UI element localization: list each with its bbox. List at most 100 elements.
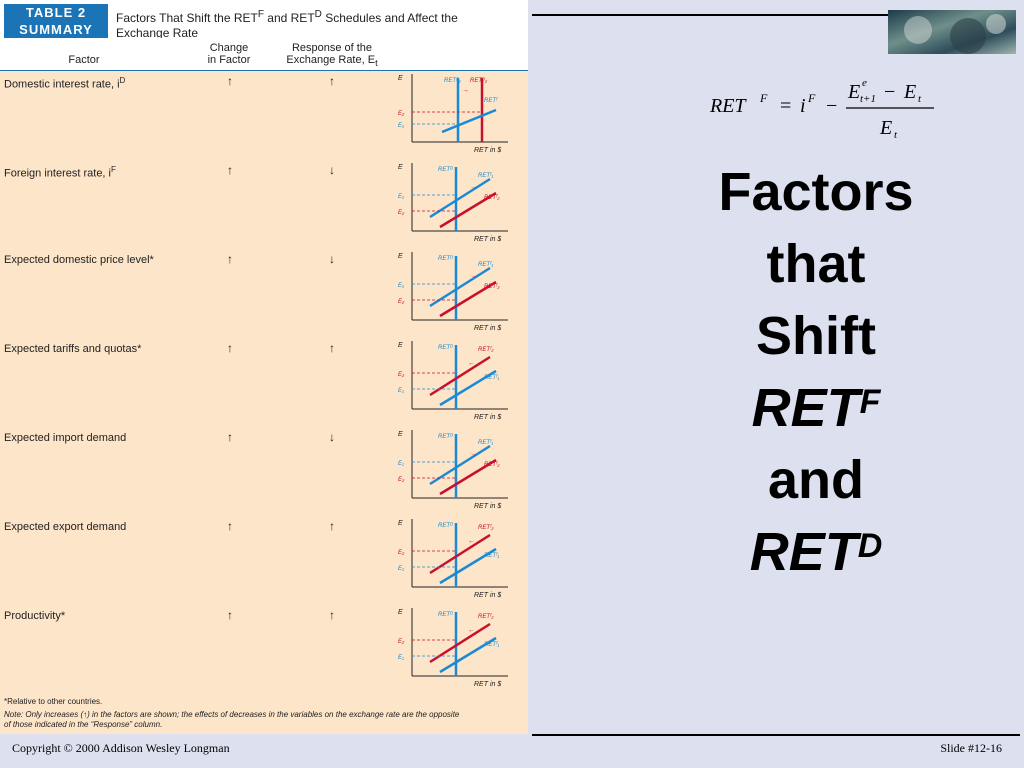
ret-d-label: RETᴰ xyxy=(438,611,453,618)
title-line-5: and xyxy=(767,450,864,510)
ret-f1-label: RETᶠ₁ xyxy=(484,641,499,648)
ret-d1-label: RETᴰ₁ xyxy=(444,77,461,84)
change-arrow: ↑ xyxy=(227,74,233,88)
col-change-l2: in Factor xyxy=(207,54,251,66)
title-line-4: RETF xyxy=(700,372,932,444)
response-arrow: ↑ xyxy=(329,341,335,355)
ret-f-label: RETᶠ xyxy=(484,97,498,104)
e1-label: E₁ xyxy=(398,461,404,467)
copyright-text: Copyright © 2000 Addison Wesley Longman xyxy=(12,741,230,755)
x-axis-label: RET in $ xyxy=(474,681,501,688)
col-response-l1: Response of the xyxy=(291,42,373,54)
formula-lhs-sup: F xyxy=(759,91,768,105)
badge-line-2: SUMMARY xyxy=(19,22,93,37)
ret-f-formula: RET F = i F − E e t+1 − E t E t xyxy=(709,77,934,141)
ret-f1-label: RETᶠ₁ xyxy=(478,172,493,179)
factor-text: Domestic interest rate, i xyxy=(4,78,120,91)
title-line-2: that xyxy=(766,234,866,294)
factor-text: Expected export demand xyxy=(4,521,127,533)
ret-graph: E RET in $ RETᴰ E₂ E₁ RETᶠ₂ RETᶠ₁ ← xyxy=(398,341,508,421)
badge-line-1: TABLE 2 xyxy=(25,5,87,20)
e1-label: E₁ xyxy=(398,194,404,200)
y-axis-label: E xyxy=(398,75,403,82)
e1-label: E₁ xyxy=(398,283,404,289)
shift-arrow: → xyxy=(470,451,477,458)
e1-label: E₁ xyxy=(398,388,404,394)
ret-d-label: RETᴰ xyxy=(438,166,453,173)
response-arrow: ↑ xyxy=(329,519,335,533)
ret-graph: E RET in $ E₂ E₁ RETᴰ₁ RETᴰ₂ RETᶠ → xyxy=(398,74,508,154)
ret-d-label: RETᴰ xyxy=(438,522,453,529)
title-line-3: Shift xyxy=(756,306,876,366)
footnote-relative: *Relative to other countries. xyxy=(4,697,103,706)
title-ret-f: RET xyxy=(751,378,860,438)
ret-graph: E RET in $ RETᴰ E₂ E₁ RETᶠ₂ RETᶠ₁ ← xyxy=(398,608,508,688)
ret-f-line xyxy=(441,108,497,134)
formula-i: i xyxy=(800,95,806,117)
formula-num: E xyxy=(847,81,860,103)
y-axis-label: E xyxy=(398,164,403,171)
title-ret-d-sup: D xyxy=(857,527,883,565)
factor-sup: D xyxy=(119,76,126,85)
x-axis-label: RET in $ xyxy=(474,236,501,243)
factor-text: Expected tariffs and quotas* xyxy=(4,343,142,355)
factor-text: Expected import demand xyxy=(4,432,127,444)
footnote-note: Note: Only increases (↑) in the factors … xyxy=(4,710,459,730)
formula-eq: = xyxy=(780,95,791,117)
factor-label: Expected import demand xyxy=(4,432,126,444)
response-arrow: ↑ xyxy=(329,74,335,88)
formula-den-sub: t xyxy=(894,129,898,141)
ret-f1-line xyxy=(439,636,497,674)
col-response: Response of the Exchange Rate, Et xyxy=(280,42,384,69)
publisher-logo-image xyxy=(888,10,1016,54)
factor-text: Foreign interest rate, i xyxy=(4,167,111,180)
shift-arrow: ← xyxy=(468,627,475,634)
formula-den: E xyxy=(879,117,892,139)
x-axis-label: RET in $ xyxy=(474,503,501,510)
y-axis-label: E xyxy=(398,431,403,438)
factor-label: Productivity* xyxy=(4,610,65,622)
formula-num-sub: t+1 xyxy=(860,93,876,105)
title-line-1: Factors xyxy=(718,162,914,222)
y-axis-label: E xyxy=(398,520,403,527)
column-headers: Factor Change in Factor Response of the … xyxy=(0,38,528,71)
ret-f1-label: RETᶠ₁ xyxy=(478,261,493,268)
ret-f1-line xyxy=(439,369,497,407)
shift-arrow: ← xyxy=(468,538,475,545)
shift-arrow: → xyxy=(470,184,477,191)
table-title-sup: F xyxy=(257,9,264,20)
factor-text: Expected domestic price level* xyxy=(4,254,154,266)
factor-label: Expected export demand xyxy=(4,521,126,533)
title-line-6: RETD xyxy=(700,516,932,588)
table-title-part: and RET xyxy=(263,11,315,25)
formula-num2: E xyxy=(903,81,916,103)
e2-label: E₂ xyxy=(398,550,405,556)
e2-label: E₂ xyxy=(398,111,405,117)
footnote-note-l1: Note: Only increases (↑) in the factors … xyxy=(4,710,460,719)
header-rule xyxy=(532,14,888,16)
slide-title: Factors that Shift RETF and RETD xyxy=(700,156,932,588)
response-arrow: ↓ xyxy=(329,163,335,177)
response-arrow: ↓ xyxy=(329,252,335,266)
ret-f2-label: RETᶠ₂ xyxy=(478,346,494,353)
table-title-line-2: Exchange Rate xyxy=(116,26,199,40)
ret-d-label: RETᴰ xyxy=(438,433,453,440)
change-arrow: ↑ xyxy=(227,252,233,266)
ret-f2-line xyxy=(439,280,497,318)
response-arrow: ↑ xyxy=(329,608,335,622)
col-change-l1: Change xyxy=(209,42,249,54)
ret-d-label: RETᴰ xyxy=(438,255,453,262)
e1-label: E₁ xyxy=(398,566,404,572)
ret-f2-line xyxy=(439,458,497,496)
col-change: Change in Factor xyxy=(196,42,262,66)
change-arrow: ↑ xyxy=(227,519,233,533)
ret-graph: E RET in $ RETᴰ E₁ E₂ RETᶠ₁ RETᶠ₂ → xyxy=(398,430,508,510)
x-axis-label: RET in $ xyxy=(474,147,501,154)
footnote-note-l2: of those indicated in the “Response” col… xyxy=(4,720,163,729)
y-axis-label: E xyxy=(398,342,403,349)
footer-rule xyxy=(532,734,1020,736)
factor-text: Productivity* xyxy=(4,610,66,622)
e2-label: E₂ xyxy=(398,477,405,483)
shift-arrow: → xyxy=(462,87,469,94)
formula-i-sup: F xyxy=(807,91,816,105)
